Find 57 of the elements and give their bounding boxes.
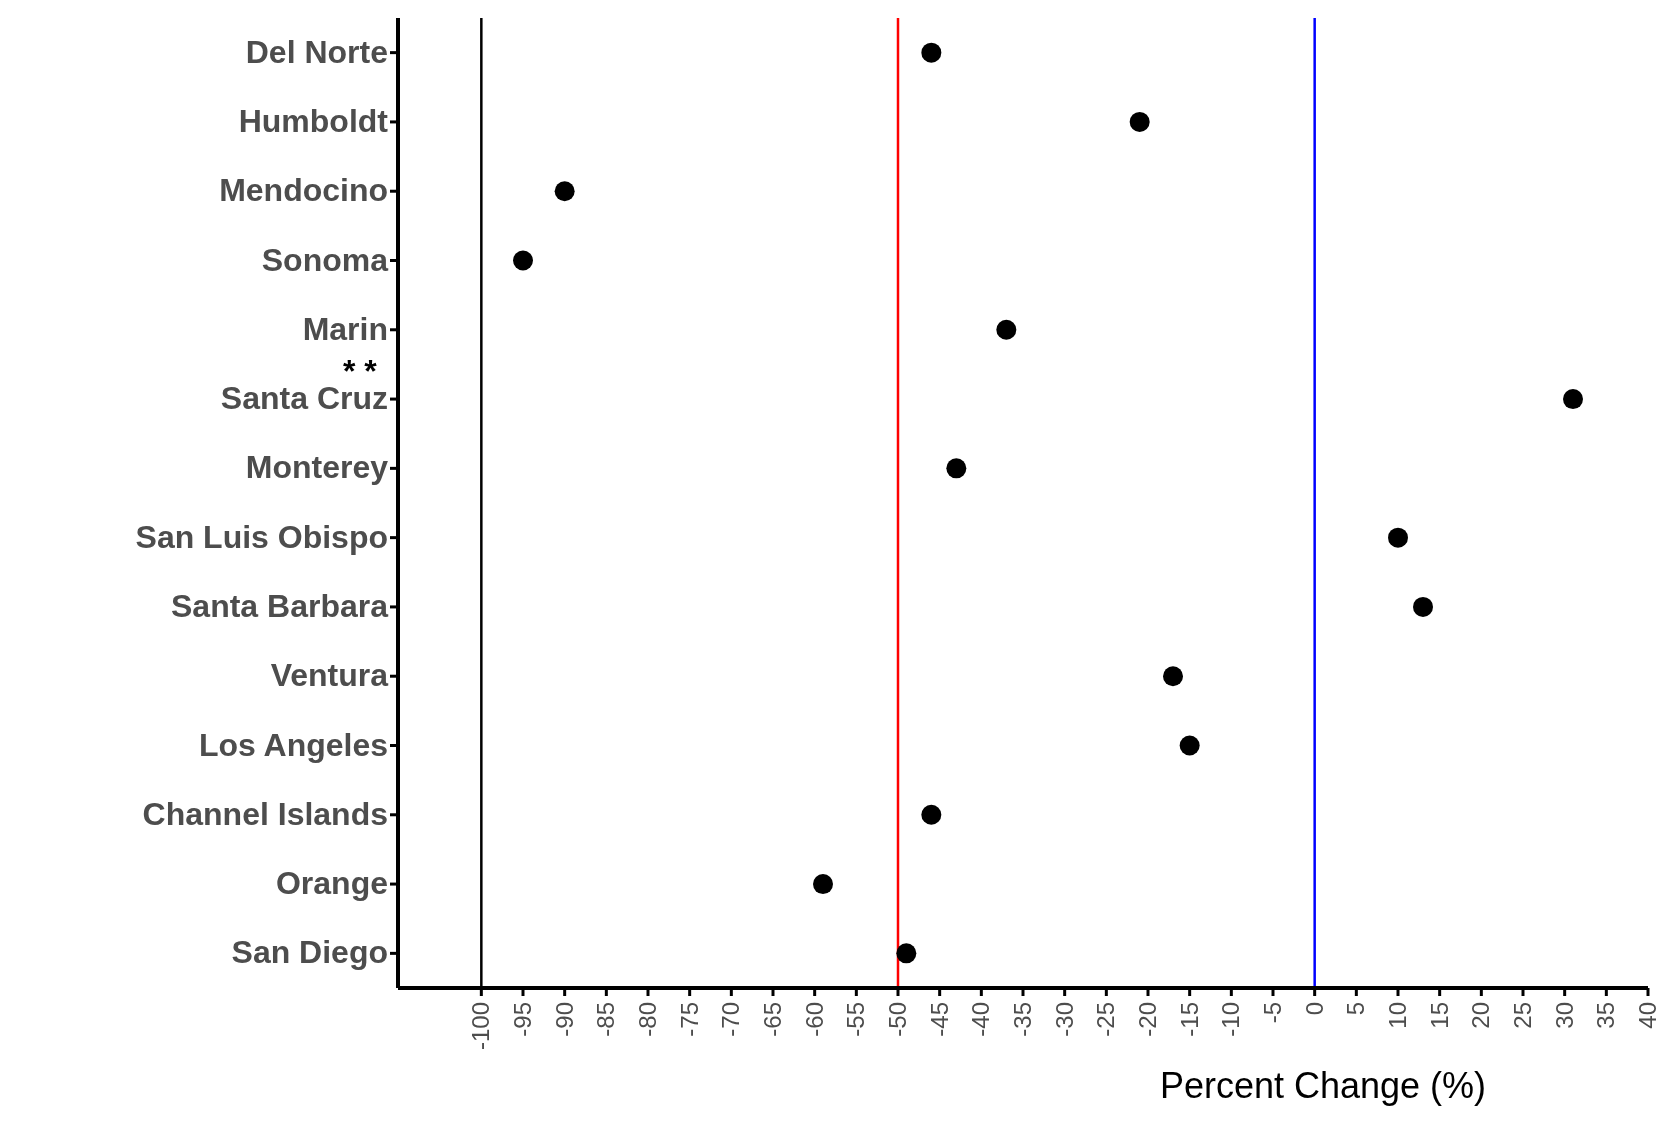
point	[1163, 666, 1183, 687]
x-tick-label: -25	[1092, 1002, 1120, 1037]
x-tick-label: -55	[842, 1002, 870, 1037]
x-tick-label: -85	[592, 1002, 620, 1037]
x-tick-label: -60	[800, 1002, 828, 1037]
x-tick-label: -95	[509, 1002, 536, 1037]
point	[921, 804, 942, 825]
x-tick-label: -50	[884, 1002, 911, 1037]
point	[513, 250, 533, 271]
x-tick-label: 5	[1342, 1002, 1370, 1016]
x-tick-label: 25	[1509, 1002, 1536, 1029]
x-tick-label: -80	[634, 1002, 661, 1037]
point	[1388, 527, 1408, 548]
point	[1179, 735, 1200, 756]
x-tick-label: -70	[717, 1002, 745, 1037]
point	[946, 458, 967, 479]
y-tick-label: Channel Islands	[142, 795, 388, 832]
y-tick-label: Ventura	[270, 657, 389, 694]
x-tick-label: 10	[1384, 1002, 1411, 1029]
y-tick-label: Los Angeles	[198, 726, 388, 763]
point	[996, 319, 1017, 340]
x-tick-label: -30	[1050, 1002, 1078, 1037]
x-tick-label: 15	[1425, 1002, 1453, 1029]
x-axis-title: Percent Change (%)	[1159, 1065, 1487, 1106]
x-tick-label: -100	[467, 1002, 495, 1051]
x-tick-label: 35	[1592, 1002, 1620, 1029]
y-tick-label: Orange	[275, 865, 388, 902]
y-tick-label: Marin	[302, 310, 388, 347]
y-tick-label: San Diego	[231, 934, 388, 971]
point	[1129, 111, 1150, 132]
x-tick-label: 20	[1467, 1002, 1495, 1029]
point	[813, 874, 833, 895]
y-tick-label: Monterey	[245, 449, 389, 486]
x-tick-label: -90	[550, 1002, 578, 1037]
x-tick-label: -15	[1175, 1002, 1203, 1037]
y-tick-label: Humboldt	[238, 102, 389, 139]
x-tick-label: -40	[967, 1002, 995, 1037]
point	[896, 943, 917, 964]
x-tick-label: -75	[675, 1002, 703, 1037]
point	[1413, 596, 1433, 617]
x-tick-label: -35	[1009, 1002, 1036, 1037]
x-tick-label: -10	[1217, 1002, 1245, 1037]
y-tick-label: San Luis Obispo	[135, 518, 388, 555]
x-tick-label: 30	[1550, 1002, 1578, 1029]
y-tick-label: Mendocino	[219, 172, 388, 209]
x-tick-label: -65	[759, 1002, 786, 1037]
y-tick-label: Del Norte	[245, 33, 388, 70]
x-tick-label: -45	[925, 1002, 953, 1037]
point	[921, 42, 942, 63]
x-tick-label: 0	[1300, 1002, 1328, 1016]
point	[1563, 389, 1583, 410]
x-tick-label: 40	[1634, 1002, 1661, 1029]
x-tick-label: -5	[1259, 1002, 1286, 1024]
y-tick-label: Santa Barbara	[171, 587, 389, 624]
x-tick-label: -20	[1134, 1002, 1161, 1037]
y-tick-label: Sonoma	[261, 241, 389, 278]
point	[554, 181, 575, 202]
